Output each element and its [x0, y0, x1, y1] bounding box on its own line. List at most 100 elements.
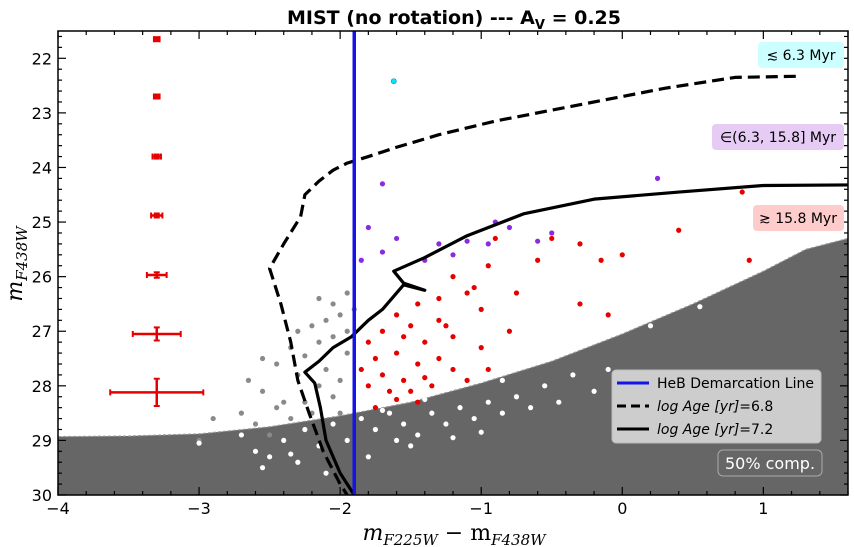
data-point-gray: [316, 383, 322, 389]
data-point-white: [401, 421, 407, 427]
data-point-white: [513, 394, 520, 400]
data-point-red: [535, 257, 541, 263]
data-point-white: [344, 437, 350, 444]
data-point-red: [464, 290, 470, 296]
data-point-red: [746, 257, 752, 263]
data-point-white: [330, 421, 336, 427]
x-tick-label: −4: [46, 499, 70, 518]
data-point-red: [415, 361, 421, 367]
data-point-red: [443, 323, 449, 329]
y-tick-label: 28: [32, 377, 52, 396]
legend: HeB Demarcation Line log Age [yr]=6.8 lo…: [611, 369, 822, 444]
data-point-red: [450, 334, 456, 340]
data-point-white: [499, 410, 505, 416]
age-label-young: ≲ 6.3 Myr: [758, 42, 844, 68]
data-point-purple: [450, 252, 456, 258]
y-tick-label: 24: [32, 158, 52, 177]
data-point-red: [619, 252, 625, 258]
data-point-red: [386, 388, 393, 394]
data-point-white: [393, 437, 400, 444]
data-point-red: [401, 377, 407, 383]
data-point-white: [429, 410, 435, 416]
y-tick-label: 29: [32, 431, 52, 450]
age-label-old: ≳ 15.8 Myr: [753, 205, 844, 231]
data-point-red: [408, 388, 414, 394]
data-point-gray: [316, 339, 322, 345]
data-point-purple: [379, 249, 386, 255]
data-point-white: [556, 399, 562, 405]
data-point-white: [542, 383, 548, 389]
data-point-white: [365, 454, 371, 460]
data-point-white: [591, 388, 597, 394]
data-point-gray: [259, 355, 266, 362]
data-point-gray: [309, 323, 315, 329]
data-point-gray: [337, 377, 343, 383]
data-point-red: [429, 383, 435, 389]
chart-title: MIST (no rotation) --- AV = 0.25: [287, 7, 621, 33]
isochrone-age-68: [268, 74, 796, 495]
data-point-red: [379, 328, 386, 334]
data-point-white: [443, 421, 449, 427]
y-tick-label: 25: [32, 213, 52, 232]
data-point-gray: [288, 415, 294, 422]
completeness-label: 50% comp.: [725, 454, 815, 473]
data-point-red: [436, 317, 442, 323]
y-tick-label: 23: [32, 104, 52, 123]
x-tick-label: −2: [328, 499, 352, 518]
data-point-red: [408, 323, 414, 329]
data-point-white: [323, 470, 329, 476]
data-point-red: [485, 366, 491, 373]
data-point-red: [422, 339, 428, 345]
data-point-red: [492, 235, 498, 242]
data-point-gray: [295, 328, 301, 334]
data-point-red: [365, 339, 371, 345]
age-label-mid-text: ∈(6.3, 15.8] Myr: [720, 130, 836, 146]
data-point-red: [365, 383, 371, 389]
data-point-purple: [379, 181, 386, 187]
data-point-purple: [464, 238, 470, 244]
data-point-white: [386, 410, 393, 416]
age-label-mid-box: [712, 124, 844, 150]
x-tick-label: −3: [187, 499, 211, 518]
age-label-mid: ∈(6.3, 15.8] Myr: [712, 124, 844, 150]
data-point-gray: [330, 334, 336, 340]
data-point-white: [196, 440, 202, 446]
data-point-white: [499, 377, 505, 383]
data-point-white: [379, 407, 386, 413]
x-tick-label: 0: [617, 499, 627, 518]
data-point-gray: [210, 415, 216, 422]
data-point-white: [238, 432, 244, 438]
data-point-red: [739, 189, 745, 195]
data-point-purple: [549, 230, 555, 236]
data-point-white: [471, 415, 477, 422]
age-label-young-box: [758, 42, 844, 68]
data-point-red: [577, 241, 583, 247]
legend-label-age-72: log Age [yr]=7.2: [657, 422, 773, 438]
data-point-white: [422, 396, 428, 403]
data-point-white: [281, 437, 287, 444]
x-tick-label: −1: [469, 499, 493, 518]
data-point-gray: [281, 399, 287, 405]
data-point-purple: [436, 241, 442, 247]
y-axis-label: mF438W: [3, 225, 31, 302]
y-tick-label: 26: [32, 268, 52, 287]
data-point-white: [647, 323, 654, 329]
data-point-gray: [302, 353, 308, 359]
data-point-gray: [316, 295, 322, 302]
data-point-white: [295, 459, 301, 465]
completeness-badge: 50% comp.: [717, 449, 823, 477]
data-point-gray: [337, 410, 343, 416]
data-point-gray: [274, 405, 280, 411]
data-point-purple: [506, 224, 513, 231]
data-point-white: [302, 426, 308, 433]
data-point-white: [358, 415, 364, 422]
data-point-red: [549, 235, 555, 242]
data-point-purple: [485, 241, 491, 247]
x-axis-label: mF225W − mF438W: [362, 521, 547, 547]
data-point-purple: [654, 175, 661, 181]
data-point-cyan: [390, 78, 397, 85]
data-point-red: [393, 312, 400, 318]
data-point-red: [605, 312, 611, 318]
data-point-gray: [323, 317, 329, 323]
